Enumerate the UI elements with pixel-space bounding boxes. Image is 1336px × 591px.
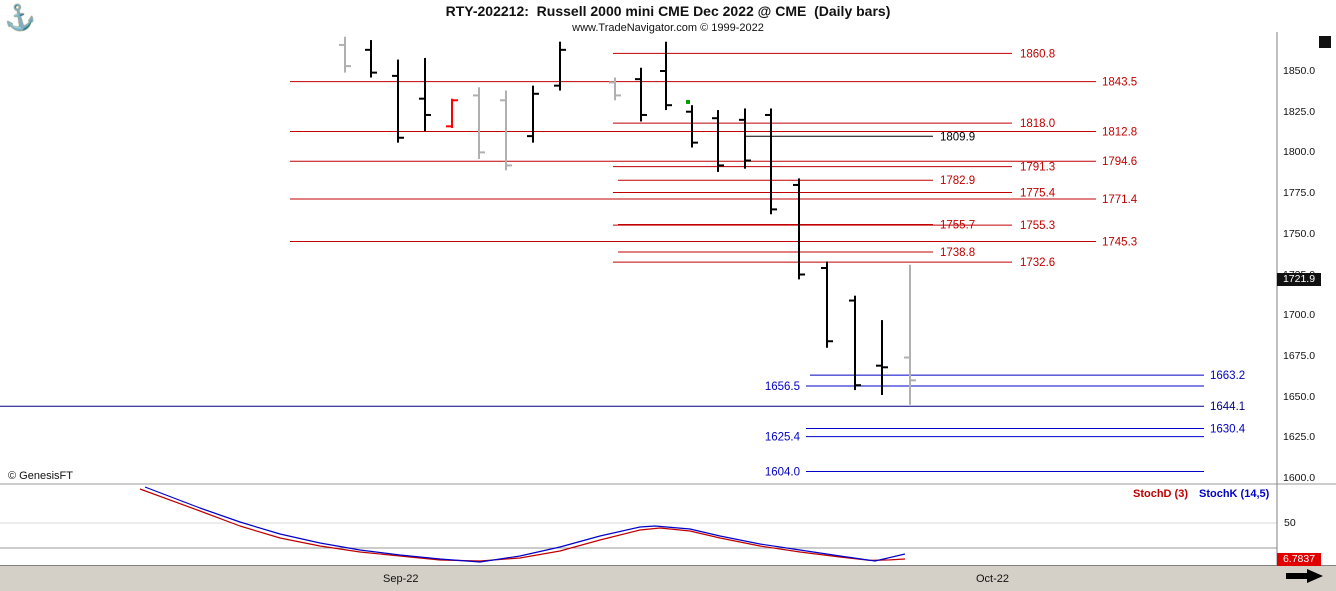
ohlc-bar bbox=[712, 110, 724, 172]
price-level-label[interactable]: 1604.0 bbox=[765, 466, 800, 478]
date-axis-label-sep: Sep-22 bbox=[383, 573, 419, 585]
ohlc-bar bbox=[793, 178, 805, 280]
ohlc-bar bbox=[849, 295, 861, 391]
price-level-label[interactable]: 1644.1 bbox=[1210, 401, 1245, 413]
price-level-label[interactable]: 1656.5 bbox=[765, 381, 800, 393]
price-axis-tick: 1825.0 bbox=[1283, 105, 1316, 118]
ohlc-bar bbox=[821, 261, 833, 348]
price-level-label[interactable]: 1860.8 bbox=[1020, 48, 1055, 60]
price-level-label[interactable]: 1755.3 bbox=[1020, 220, 1055, 232]
price-level-label[interactable]: 1732.6 bbox=[1020, 257, 1055, 269]
stochk-legend-label[interactable]: StochK (14,5) bbox=[1199, 488, 1270, 500]
date-axis-label-oct: Oct-22 bbox=[976, 573, 1010, 585]
price-level-label[interactable]: 1771.4 bbox=[1102, 194, 1138, 206]
ohlc-bar bbox=[446, 98, 458, 128]
ohlc-bar bbox=[392, 59, 404, 143]
price-level-label[interactable]: 1843.5 bbox=[1102, 77, 1137, 89]
price-axis-tick: 1775.0 bbox=[1283, 187, 1316, 200]
stochd-legend-label[interactable]: StochD (3) bbox=[1133, 488, 1188, 500]
scrollbar-thumb[interactable] bbox=[1319, 36, 1331, 48]
scroll-right-arrow-icon[interactable] bbox=[1286, 569, 1324, 583]
price-axis-tick: 1625.0 bbox=[1283, 431, 1316, 444]
price-axis-tick: 1800.0 bbox=[1283, 146, 1316, 159]
stoch-axis-50-label: 50 bbox=[1284, 517, 1296, 529]
buy-signal-marker bbox=[686, 99, 690, 104]
price-level-label[interactable]: 1812.8 bbox=[1102, 127, 1137, 139]
last-price-badge: 1721.9 bbox=[1277, 273, 1321, 286]
genesisft-copyright: © GenesisFT bbox=[8, 470, 73, 482]
ohlc-bar bbox=[419, 57, 431, 132]
ohlc-bar bbox=[660, 41, 672, 111]
date-axis-strip[interactable] bbox=[0, 565, 1336, 591]
stochd-line bbox=[139, 488, 906, 562]
ohlc-bar bbox=[554, 41, 566, 91]
price-axis-tick: 1675.0 bbox=[1283, 349, 1316, 362]
ohlc-bar bbox=[339, 36, 351, 73]
price-level-label[interactable]: 1782.9 bbox=[940, 175, 975, 187]
ohlc-bar bbox=[609, 77, 621, 101]
ohlc-bar bbox=[365, 40, 377, 78]
price-level-label[interactable]: 1818.0 bbox=[1020, 118, 1055, 130]
stochk-line bbox=[144, 486, 906, 563]
price-level-label[interactable]: 1794.6 bbox=[1102, 156, 1137, 168]
price-level-label[interactable]: 1738.8 bbox=[940, 247, 975, 259]
price-level-label[interactable]: 1791.3 bbox=[1020, 162, 1055, 174]
ohlc-bar bbox=[686, 105, 698, 148]
ohlc-bar bbox=[473, 87, 485, 159]
price-axis-tick: 1650.0 bbox=[1283, 390, 1316, 403]
ohlc-bar bbox=[904, 264, 916, 405]
price-axis-tick: 1750.0 bbox=[1283, 227, 1316, 240]
price-axis-tick: 1850.0 bbox=[1283, 65, 1316, 77]
ohlc-bar bbox=[635, 67, 647, 122]
price-level-label[interactable]: 1745.3 bbox=[1102, 236, 1137, 248]
price-level-label[interactable]: 1625.4 bbox=[765, 432, 801, 444]
price-level-label[interactable]: 1809.9 bbox=[940, 131, 975, 143]
price-level-label[interactable]: 1663.2 bbox=[1210, 370, 1245, 382]
ohlc-bar bbox=[527, 85, 539, 143]
ohlc-bar bbox=[765, 108, 777, 215]
price-level-label[interactable]: 1775.4 bbox=[1020, 187, 1056, 199]
chart-title: RTY-202212: Russell 2000 mini CME Dec 20… bbox=[445, 3, 891, 19]
tradenavigator-watermark: www.TradeNavigator.com © 1999-2022 bbox=[572, 22, 764, 34]
ohlc-bar bbox=[876, 320, 888, 395]
ohlc-bar bbox=[739, 108, 751, 169]
price-level-label[interactable]: 1630.4 bbox=[1210, 424, 1246, 436]
price-axis-tick: 1700.0 bbox=[1283, 309, 1316, 322]
stoch-value-badge: 6.7837 bbox=[1277, 553, 1321, 566]
ohlc-bar bbox=[500, 90, 512, 171]
price-axis-tick: 1600.0 bbox=[1283, 472, 1316, 484]
